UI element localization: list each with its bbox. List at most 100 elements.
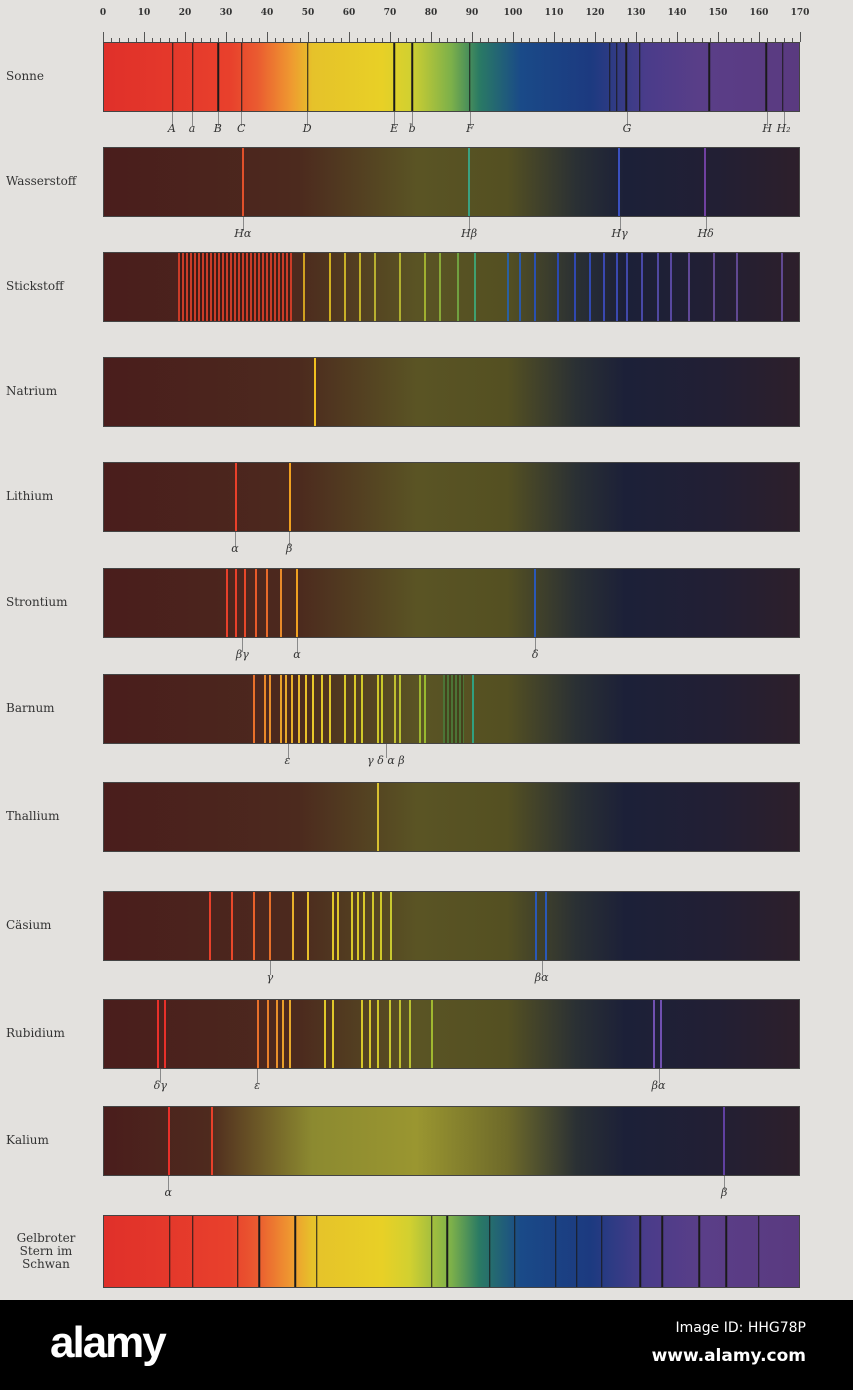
spectral-line <box>280 569 283 637</box>
guide-line <box>619 217 621 231</box>
scale-label: 100 <box>503 8 523 18</box>
line-label: b <box>408 122 416 135</box>
guide-line <box>241 112 243 126</box>
scale-tick <box>677 32 678 42</box>
scale-tick <box>267 32 268 42</box>
spectral-line <box>191 1216 194 1287</box>
spectral-line <box>253 892 256 960</box>
scale-tick <box>439 38 441 42</box>
scale-tick <box>144 32 145 42</box>
scale-tick <box>545 38 547 42</box>
spectral-line <box>363 892 366 960</box>
spectral-line <box>439 253 442 321</box>
spectral-line <box>156 1000 159 1068</box>
spectrum-band <box>103 147 800 217</box>
scale-tick <box>308 32 309 42</box>
scale-tick <box>619 38 621 42</box>
line-label: H <box>762 122 772 135</box>
line-label: E <box>390 122 399 135</box>
scale-tick <box>234 38 236 42</box>
spectrum-name: Lithium <box>6 489 54 503</box>
spectral-line <box>285 675 288 743</box>
line-label: γ δ α β <box>367 754 405 767</box>
scale-tick <box>586 38 588 42</box>
spectral-line <box>351 892 354 960</box>
scale-tick <box>693 38 695 42</box>
spectral-line <box>255 569 258 637</box>
scale-tick <box>750 38 752 42</box>
line-label: Hδ <box>697 227 714 240</box>
spectral-line <box>337 892 340 960</box>
scale-tick <box>529 38 531 42</box>
scale-tick <box>504 38 506 42</box>
spectral-line <box>361 1000 364 1068</box>
scale-tick <box>562 38 564 42</box>
scale-tick <box>496 38 498 42</box>
scale-tick <box>578 38 580 42</box>
scale-tick <box>291 38 293 42</box>
guide-line <box>242 638 244 652</box>
guide-line <box>257 1069 259 1083</box>
emission-band <box>177 253 293 321</box>
line-label: D <box>302 122 312 135</box>
spectral-line <box>431 1216 433 1287</box>
spectral-line <box>288 463 291 531</box>
guide-line <box>242 217 244 231</box>
guide-line <box>705 217 707 231</box>
spectral-line <box>324 1000 327 1068</box>
guide-line <box>269 961 271 975</box>
scale-tick <box>135 38 137 42</box>
scale-tick <box>390 32 391 42</box>
spectral-line <box>279 675 282 743</box>
guide-line <box>385 744 387 758</box>
scale-tick <box>381 38 383 42</box>
scale-label: 130 <box>626 8 646 18</box>
guide-line <box>469 112 471 126</box>
spectral-line <box>226 569 229 637</box>
spectral-line <box>698 1216 700 1287</box>
scale-label: 120 <box>585 8 605 18</box>
spectral-line <box>264 675 267 743</box>
spectral-line <box>473 253 476 321</box>
spectral-line <box>281 1000 284 1068</box>
spectral-line <box>423 675 426 743</box>
scale-tick <box>275 38 277 42</box>
spectral-line <box>708 43 710 111</box>
spectrum-name: Thallium <box>6 809 60 823</box>
spectral-line <box>210 1107 213 1175</box>
scale-tick <box>701 38 703 42</box>
spectral-line <box>394 675 397 743</box>
spectrum-name: Gelbroter Stern im Schwan <box>16 1230 76 1271</box>
scale-tick <box>660 38 662 42</box>
scale-label: 150 <box>708 8 728 18</box>
scale-tick <box>111 38 113 42</box>
spectrum-name: Kalium <box>6 1133 49 1147</box>
scale-tick <box>734 38 736 42</box>
spectral-line <box>208 892 211 960</box>
line-label: B <box>213 122 222 135</box>
spectrum-name: Cäsium <box>6 918 52 932</box>
scale-tick <box>800 32 801 42</box>
spectral-line <box>608 43 611 111</box>
spectral-line <box>312 675 315 743</box>
scale-tick <box>463 38 465 42</box>
spectral-line <box>258 1216 261 1287</box>
scale-tick <box>299 38 301 42</box>
scale-tick <box>636 32 637 42</box>
spectral-line <box>269 892 272 960</box>
spectral-line <box>256 1000 259 1068</box>
spectrum-band <box>103 782 800 852</box>
watermark-footer: alamy Image ID: HHG78P www.alamy.com <box>0 1300 853 1390</box>
spectral-line <box>377 1000 380 1068</box>
spectral-line <box>265 569 268 637</box>
scale-tick <box>152 38 154 42</box>
scale-tick <box>160 38 162 42</box>
spectral-line <box>169 1216 171 1287</box>
scale-tick <box>349 32 350 42</box>
spectral-line <box>423 253 426 321</box>
spectral-line <box>781 43 784 111</box>
spectral-line <box>398 675 401 743</box>
spectral-line <box>329 253 332 321</box>
spectral-line <box>289 1000 292 1068</box>
spectrum-band <box>103 252 800 322</box>
